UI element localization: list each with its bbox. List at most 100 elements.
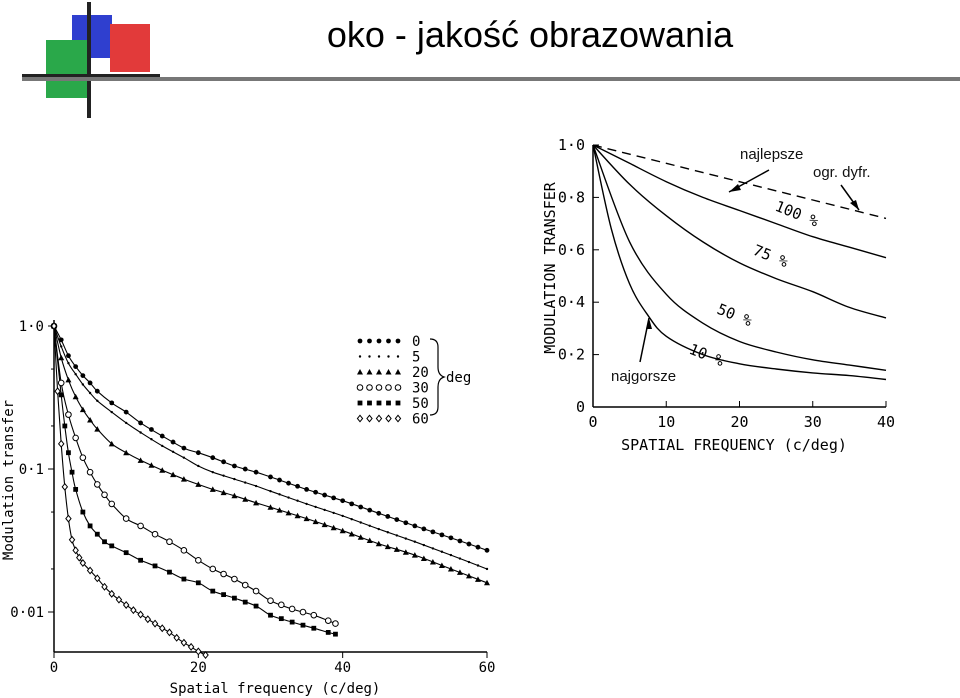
data-point <box>377 527 380 531</box>
data-point <box>102 539 107 545</box>
data-point <box>182 456 186 459</box>
data-point <box>376 400 382 406</box>
left-legend-label: 60 <box>412 412 429 428</box>
data-point <box>88 391 92 395</box>
data-point <box>368 524 371 527</box>
data-point <box>221 592 226 598</box>
data-point <box>484 547 490 553</box>
right-x-tick-label: 40 <box>877 413 895 431</box>
data-point <box>231 492 238 499</box>
data-point <box>314 505 317 509</box>
right-x-tick-label: 20 <box>730 413 748 431</box>
data-point <box>195 580 201 586</box>
data-point <box>348 531 355 537</box>
data-point <box>76 553 83 562</box>
data-point <box>300 622 306 628</box>
data-point <box>268 474 273 480</box>
data-point <box>79 454 87 461</box>
data-point <box>458 557 462 560</box>
data-point <box>420 555 427 562</box>
data-point <box>167 569 172 575</box>
data-point <box>357 369 363 375</box>
right-series-label: 10 % <box>687 340 727 370</box>
right-series-curve-75- <box>592 144 887 319</box>
data-point <box>72 434 79 442</box>
data-point <box>68 535 76 544</box>
data-point <box>101 491 108 499</box>
data-point <box>195 556 202 564</box>
data-point <box>366 537 373 544</box>
data-point <box>54 387 61 396</box>
data-point <box>375 414 383 423</box>
right-series-label: 75 % <box>751 241 791 271</box>
data-point <box>67 361 70 365</box>
data-point <box>289 619 295 625</box>
data-point <box>166 538 173 546</box>
left-series-curve-50 <box>53 325 336 635</box>
data-point <box>94 574 101 583</box>
right-y-tick-label: 1·0 <box>558 136 585 154</box>
data-point <box>122 515 130 522</box>
data-point <box>151 619 159 628</box>
data-point <box>321 521 328 528</box>
left-legend-label: 5 <box>412 350 420 366</box>
data-point <box>438 562 445 568</box>
data-point <box>139 431 142 434</box>
data-point <box>254 484 258 488</box>
data-point <box>80 373 86 378</box>
data-point <box>73 487 79 492</box>
data-point <box>222 474 225 477</box>
data-point <box>137 457 144 463</box>
data-point <box>241 581 249 589</box>
data-point <box>210 588 216 594</box>
data-point <box>138 420 144 426</box>
data-point <box>413 540 417 543</box>
data-point <box>109 400 115 406</box>
logo-square-green <box>46 40 88 98</box>
data-point <box>305 502 308 506</box>
data-point <box>395 338 401 344</box>
left-y-tick-label: 0·1 <box>19 462 44 478</box>
data-point <box>357 338 363 344</box>
data-point <box>130 606 137 615</box>
data-point <box>94 481 101 488</box>
data-point <box>330 524 337 531</box>
data-point <box>412 523 418 529</box>
right-series-curve-50- <box>592 144 887 371</box>
data-point <box>195 450 201 456</box>
data-point <box>387 355 390 358</box>
data-point <box>137 610 144 619</box>
data-point <box>124 421 128 425</box>
data-point <box>211 470 214 474</box>
right-series-label: 50 % <box>715 300 755 330</box>
arrow-best-head <box>729 184 741 192</box>
data-point <box>220 570 227 578</box>
data-point <box>484 579 490 586</box>
data-point <box>331 495 337 501</box>
data-point <box>122 600 130 609</box>
data-point <box>66 450 71 456</box>
data-point <box>159 433 165 439</box>
left-legend-label: 50 <box>412 396 429 412</box>
data-point <box>386 400 391 406</box>
data-point <box>86 566 94 575</box>
data-point <box>268 612 273 618</box>
data-point <box>357 400 363 406</box>
annotation-best: najlepsze <box>737 146 807 163</box>
right-y-tick-label: 0·6 <box>558 241 585 259</box>
data-point <box>386 531 389 534</box>
data-point <box>339 527 346 534</box>
data-point <box>180 547 188 554</box>
data-point <box>385 514 391 519</box>
data-point <box>267 504 274 510</box>
data-point <box>159 467 166 473</box>
data-point <box>81 383 85 386</box>
data-point <box>58 354 65 361</box>
data-point <box>367 507 373 513</box>
data-point <box>50 322 58 330</box>
data-point <box>313 489 319 495</box>
left-legend-label: 20 <box>412 365 429 381</box>
data-point <box>94 426 101 432</box>
data-point <box>367 400 372 406</box>
